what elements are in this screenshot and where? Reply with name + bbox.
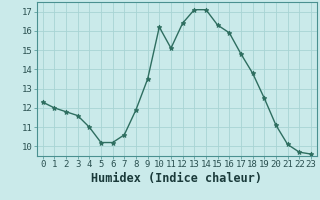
X-axis label: Humidex (Indice chaleur): Humidex (Indice chaleur) — [91, 172, 262, 185]
